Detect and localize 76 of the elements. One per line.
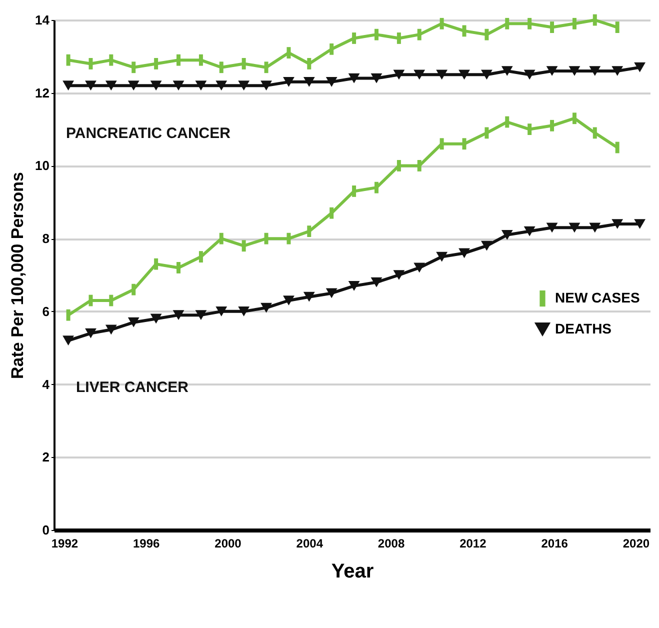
point [546, 222, 558, 233]
point [524, 226, 536, 236]
point [216, 306, 228, 316]
point [589, 222, 601, 233]
y-tick-label: 2 [42, 450, 50, 465]
point [238, 306, 250, 316]
legend-label: NEW CASES [555, 290, 640, 306]
point [85, 80, 96, 91]
x-tick-label: 2000 [214, 536, 242, 550]
point [634, 62, 646, 72]
point [481, 70, 492, 80]
point [172, 310, 184, 320]
point [150, 80, 162, 91]
x-tick-label: 2004 [296, 536, 324, 550]
point [105, 80, 117, 91]
y-tick-label: 14 [35, 12, 50, 28]
point [62, 336, 74, 346]
point [414, 262, 426, 273]
y-tick-label: 4 [42, 376, 50, 392]
point [458, 248, 470, 258]
point [62, 80, 74, 91]
point [283, 76, 294, 87]
x-tick-label: 1992 [51, 536, 78, 550]
point [370, 277, 382, 288]
point [348, 280, 360, 291]
y-tick-label: 12 [35, 85, 50, 100]
point [501, 230, 513, 240]
point [612, 219, 624, 229]
point [238, 80, 250, 91]
point [436, 252, 448, 262]
point [481, 240, 492, 251]
y-tick-label: 0 [42, 522, 50, 538]
point [128, 80, 140, 91]
point [524, 70, 536, 80]
point [283, 296, 294, 306]
point [326, 76, 338, 87]
point [414, 70, 426, 80]
point [393, 70, 405, 80]
y-tick-label: 6 [42, 304, 50, 319]
x-tick-label: 2016 [541, 536, 568, 550]
point [326, 288, 338, 298]
point [150, 314, 162, 324]
y-tick-label: 10 [35, 158, 50, 174]
point [634, 219, 646, 229]
point [303, 292, 315, 302]
point [458, 70, 470, 80]
point [128, 317, 140, 328]
point [546, 66, 558, 76]
point [348, 73, 360, 84]
point [501, 66, 513, 76]
y-tick-label: 8 [42, 231, 50, 246]
x-tick-label: 2020 [622, 536, 650, 550]
x-tick-label: 2012 [460, 536, 487, 550]
point [568, 222, 580, 233]
point [260, 80, 272, 91]
y-axis-title: Rate Per 100,000 Persons [8, 172, 28, 379]
annotation: LIVER CANCER [76, 379, 189, 396]
point [393, 270, 405, 280]
point [172, 80, 184, 91]
point [105, 324, 117, 335]
x-tick-label: 1996 [133, 536, 160, 550]
point [568, 66, 580, 76]
point [303, 76, 315, 87]
point [589, 66, 601, 76]
point [216, 80, 228, 91]
point [436, 70, 448, 80]
legend-label: DEATHS [555, 320, 612, 336]
point [260, 302, 272, 313]
point [612, 66, 624, 76]
annotation: PANCREATIC CANCER [66, 125, 231, 142]
point [195, 310, 207, 320]
point [85, 328, 96, 338]
point [370, 73, 382, 84]
x-axis-title: Year [331, 560, 374, 582]
x-tick-label: 2008 [378, 536, 405, 550]
point [195, 80, 207, 91]
